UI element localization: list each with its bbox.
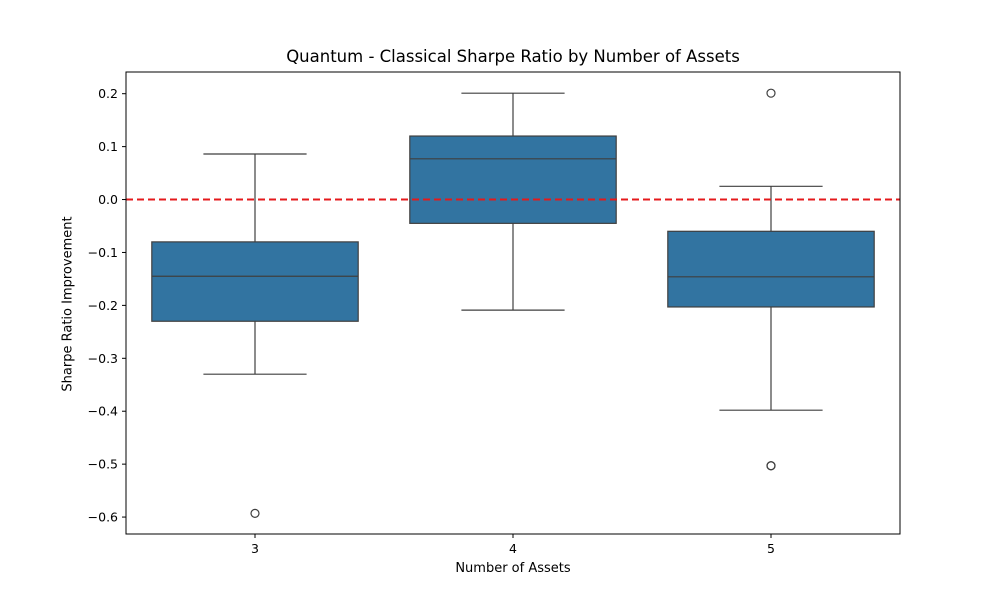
box-group-3 [151, 153, 359, 518]
y-tick-label: 0.0 [98, 192, 118, 207]
y-tick-label: −0.1 [88, 245, 118, 260]
y-tick-label: −0.5 [88, 457, 118, 472]
x-tick-label: 3 [251, 541, 259, 556]
axis-layer: 0.2 0.1 0.0 −0.1 −0.2 −0.3 −0.4 −0.5 −0.6 3 4 5 [88, 71, 901, 556]
x-tick-label: 4 [509, 541, 517, 556]
iqr-box [409, 135, 617, 224]
y-tick-label: −0.4 [88, 404, 118, 419]
x-tick-label: 5 [767, 541, 775, 556]
x-axis-label: Number of Assets [455, 561, 571, 576]
iqr-box [667, 230, 875, 308]
y-tick-label: 0.2 [98, 86, 118, 101]
y-tick-label: −0.6 [88, 510, 118, 525]
y-tick-label: −0.3 [88, 351, 118, 366]
chart-title: Quantum - Classical Sharpe Ratio by Numb… [286, 47, 740, 66]
box-group-5 [667, 88, 875, 471]
outlier-point [766, 88, 776, 98]
y-tick-label: −0.2 [88, 298, 118, 313]
y-tick-label: 0.1 [98, 139, 118, 154]
outlier-point [250, 508, 260, 518]
outlier-point [766, 461, 776, 471]
box-group-4 [409, 92, 617, 311]
plot-layer [126, 88, 900, 518]
iqr-box [151, 241, 359, 322]
